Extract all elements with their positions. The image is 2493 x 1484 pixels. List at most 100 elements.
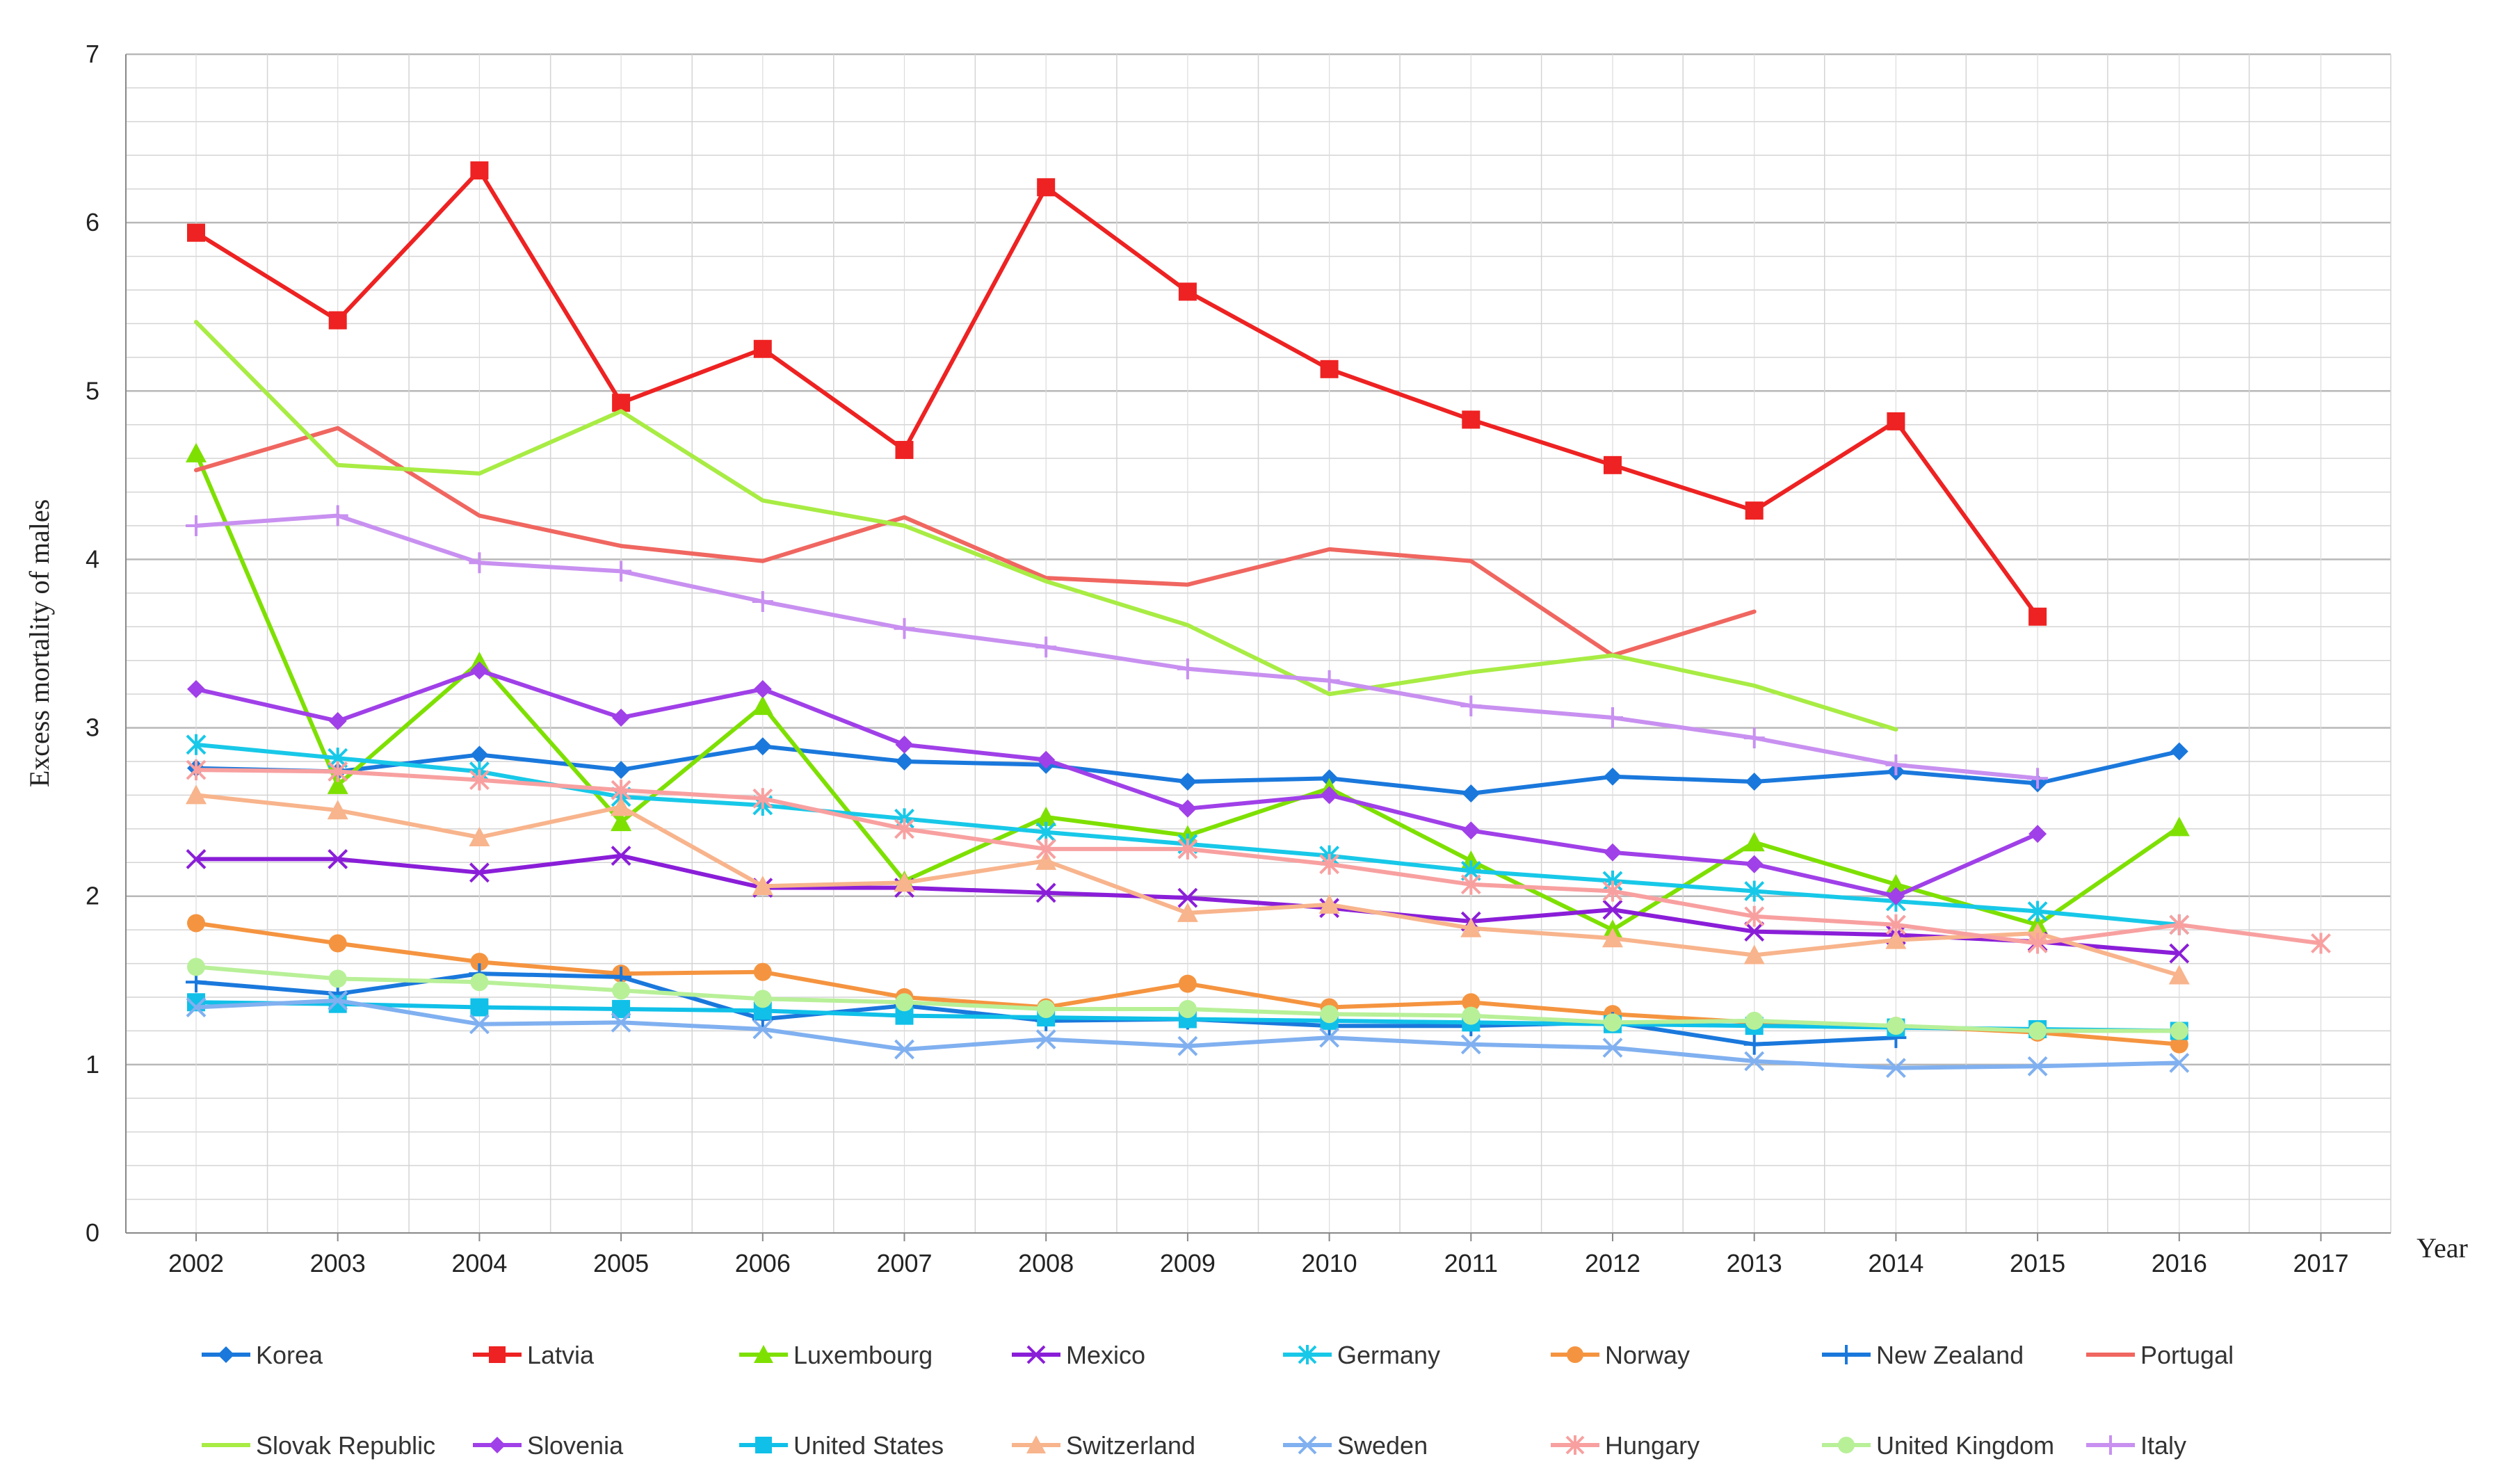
data-point-latvia xyxy=(753,339,772,358)
data-point-switzerland xyxy=(1885,929,1907,949)
series-slovenia xyxy=(187,661,2047,905)
data-point-luxembourg xyxy=(186,442,207,462)
data-point-switzerland xyxy=(469,826,490,846)
data-point-hungary xyxy=(1885,914,1906,935)
data-point-latvia xyxy=(1178,282,1197,301)
legend-label: Italy xyxy=(2140,1431,2186,1460)
data-point-slovenia xyxy=(470,661,489,680)
x-tick-label: 2012 xyxy=(1585,1249,1640,1277)
series-line-slovak-republic xyxy=(194,320,1898,732)
data-point-united-kingdom xyxy=(753,990,772,1008)
data-point-sweden xyxy=(1885,1058,1906,1079)
data-point-luxembourg xyxy=(1743,832,1765,852)
data-point-sweden xyxy=(186,997,207,1017)
axes xyxy=(125,54,2391,1234)
x-axis-title: Year xyxy=(2417,1232,2468,1264)
data-point-sweden xyxy=(894,1039,914,1060)
data-point-hungary xyxy=(1460,873,1481,895)
x-tick-label: 2006 xyxy=(735,1249,791,1277)
legend-swatch-marker xyxy=(1298,1345,1317,1364)
data-point-slovenia xyxy=(1462,821,1481,840)
legend-label: Switzerland xyxy=(1066,1431,1195,1460)
x-tick-label: 2011 xyxy=(1444,1249,1498,1277)
legend-swatch-marker xyxy=(755,1437,772,1453)
data-point-mexico xyxy=(2169,943,2190,964)
legend-swatch-marker xyxy=(1837,1345,1856,1364)
data-point-mexico xyxy=(611,846,631,866)
data-point-latvia xyxy=(1745,501,1764,520)
legend-swatch-marker xyxy=(1026,1435,1046,1453)
data-point-united-kingdom xyxy=(1462,1006,1481,1025)
data-point-united-kingdom xyxy=(470,973,489,992)
data-point-luxembourg xyxy=(2168,816,2190,837)
legend-item-slovenia: Slovenia xyxy=(473,1431,624,1460)
data-point-norway xyxy=(328,934,347,953)
data-point-switzerland xyxy=(752,876,773,896)
data-point-hungary xyxy=(2311,933,2331,954)
y-tick-label: 7 xyxy=(86,40,99,68)
x-tick-labels: 2002 2003 2004 2005 2006 2007 2008 2009 2010 2011… xyxy=(168,1233,2349,1277)
data-point-italy xyxy=(894,618,915,639)
data-point-mexico xyxy=(1177,887,1198,908)
y-tick-label: 2 xyxy=(86,882,99,910)
data-point-italy xyxy=(186,515,207,536)
data-point-latvia xyxy=(612,394,631,412)
data-point-slovenia xyxy=(753,679,772,698)
data-point-united-kingdom xyxy=(1037,999,1056,1018)
data-point-slovenia xyxy=(2028,825,2047,844)
data-point-germany xyxy=(1744,880,1765,902)
data-point-new-zealand xyxy=(1743,1033,1765,1055)
data-point-italy xyxy=(1460,695,1482,717)
data-point-italy xyxy=(1602,707,1623,729)
legend-item-italy: Italy xyxy=(2086,1431,2186,1460)
data-point-latvia xyxy=(1037,178,1056,197)
data-point-latvia xyxy=(2028,607,2047,626)
data-point-italy xyxy=(611,560,632,582)
data-point-luxembourg xyxy=(752,695,773,716)
data-point-mexico xyxy=(328,849,348,869)
series-line-portugal xyxy=(194,426,1757,658)
data-point-switzerland xyxy=(1035,850,1057,870)
legend-swatch-marker xyxy=(1026,1345,1046,1364)
legend-item-norway: Norway xyxy=(1551,1341,1690,1369)
data-point-korea xyxy=(470,745,489,764)
legend-item-united-kingdom: United Kingdom xyxy=(1822,1431,2054,1460)
data-point-germany xyxy=(186,734,207,755)
x-tick-label: 2007 xyxy=(876,1249,932,1277)
legend-item-korea: Korea xyxy=(202,1341,323,1369)
data-point-luxembourg xyxy=(1885,873,1907,894)
data-point-italy xyxy=(327,505,348,526)
data-point-united-kingdom xyxy=(1178,999,1197,1018)
data-point-mexico xyxy=(1035,882,1056,903)
legend-swatch-marker xyxy=(489,1346,506,1363)
data-point-sweden xyxy=(1177,1035,1198,1056)
data-point-slovenia xyxy=(187,679,205,698)
x-tick-label: 2010 xyxy=(1302,1249,1357,1277)
data-point-korea xyxy=(753,737,772,756)
legend-label: Slovak Republic xyxy=(256,1431,435,1460)
data-point-hungary xyxy=(752,788,773,809)
legend-label: Luxembourg xyxy=(793,1341,933,1369)
data-point-switzerland xyxy=(1460,917,1482,937)
data-point-italy xyxy=(1318,670,1340,691)
legend-swatch-marker xyxy=(1565,1435,1585,1455)
legend: Korea Latvia Luxembourg Mexico Germany Norway… xyxy=(202,1341,2234,1460)
legend-label: Latvia xyxy=(527,1341,595,1369)
data-point-slovenia xyxy=(328,711,347,730)
series-hungary xyxy=(186,759,2331,954)
data-point-hungary xyxy=(1744,905,1765,927)
data-point-united-kingdom xyxy=(1887,1017,1905,1035)
data-point-italy xyxy=(1885,754,1907,775)
data-point-hungary xyxy=(1602,880,1623,902)
data-point-luxembourg xyxy=(611,812,632,832)
y-tick-label: 5 xyxy=(86,376,99,405)
data-point-sweden xyxy=(1035,1029,1056,1049)
y-tick-label: 0 xyxy=(86,1218,99,1247)
legend-swatch-marker xyxy=(218,1346,234,1363)
x-tick-label: 2008 xyxy=(1018,1249,1074,1277)
legend-label: Slovenia xyxy=(527,1431,624,1460)
legend-label: Hungary xyxy=(1605,1431,1700,1460)
data-point-italy xyxy=(1743,727,1765,749)
data-point-italy xyxy=(752,590,773,612)
data-point-united-kingdom xyxy=(1745,1011,1764,1030)
